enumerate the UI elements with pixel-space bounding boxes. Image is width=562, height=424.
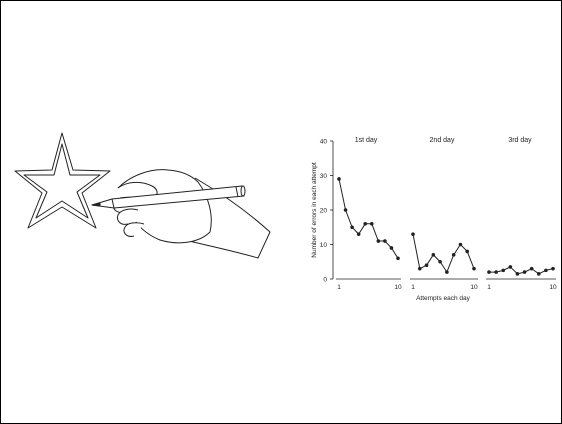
y-ticks: 0 10 20 30 40 [320,138,333,283]
x-tick-day1-start: 1 [337,284,341,291]
x-tick-day2-start: 1 [411,284,415,291]
data-point-day3 [515,272,520,276]
data-point-day1 [356,232,361,236]
series-layer [337,177,555,276]
y-tick-label: 0 [323,276,327,283]
data-point-day1 [376,239,381,243]
data-point-day2 [438,259,442,264]
data-point-day2 [431,253,436,257]
x-tick-day1-end: 10 [394,284,402,291]
data-point-day1 [363,222,368,226]
data-point-day3 [487,270,491,274]
data-point-day2 [472,266,476,271]
y-tick-label: 40 [320,138,328,145]
y-tick-label: 20 [320,207,328,214]
x-tick-day2-end: 10 [470,284,478,291]
hand-drawing-star-icon [14,132,271,259]
data-point-day1 [383,239,387,243]
data-point-day2 [458,242,463,247]
data-point-day2 [424,263,429,268]
data-point-day1 [369,222,374,226]
data-point-day1 [389,246,394,250]
x-tick-day3-start: 1 [487,284,491,291]
errors-chart: 0 10 20 30 40 Number of errors in each attem… [311,137,557,302]
star-inner-icon [23,143,101,219]
x-axis-label: Attempts each day [416,295,471,302]
data-point-day3 [522,270,527,274]
data-point-day1 [337,177,341,181]
x-tick-day3-end: 10 [549,284,557,291]
data-point-day3 [544,268,548,273]
data-point-day1 [350,225,354,230]
data-point-day1 [396,256,400,261]
data-point-day2 [465,249,470,254]
data-point-day3 [529,266,534,271]
data-point-day2 [451,253,456,257]
data-point-day2 [417,266,422,271]
data-point-day1 [343,208,348,212]
star-outer-icon [14,132,111,229]
series-line-day3 [489,266,554,275]
data-point-day3 [551,266,555,271]
data-point-day2 [445,270,449,274]
data-point-day2 [411,232,415,236]
data-point-day3 [536,272,541,276]
series-line-day1 [338,178,399,259]
series-line-day2 [412,234,475,274]
panel-title-day1: 1st day [355,137,378,144]
y-axis-label: Number of errors in each attempt [311,162,318,258]
panel-title-day2: 2nd day [430,137,455,144]
y-tick-label: 30 [320,173,328,180]
data-point-day3 [508,265,513,269]
data-point-day3 [494,270,498,274]
data-point-day3 [501,268,506,273]
y-tick-label: 10 [320,242,328,249]
panel-title-day3: 3rd day [508,137,532,144]
